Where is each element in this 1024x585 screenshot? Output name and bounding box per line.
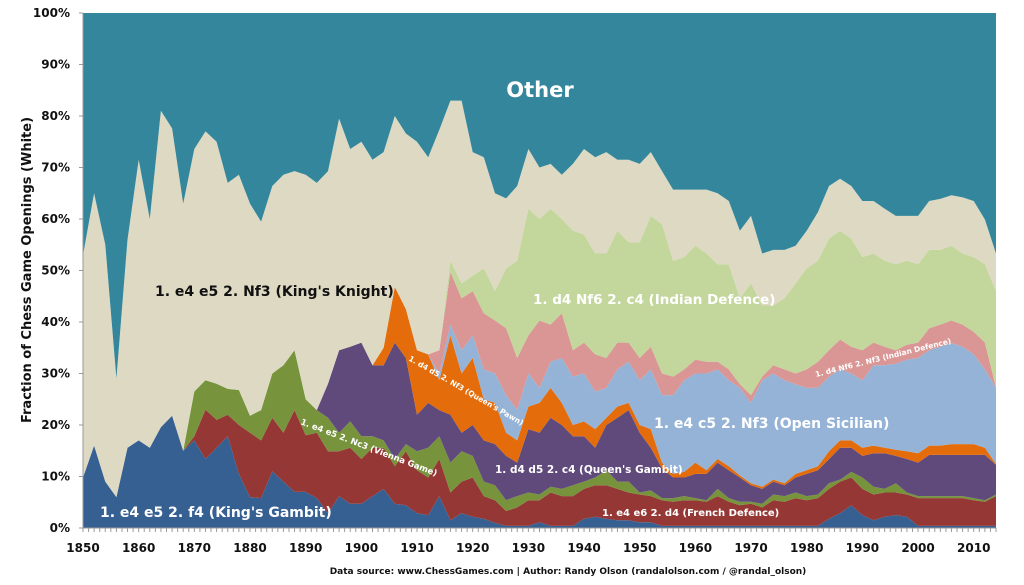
footer-credit: Data source: www.ChessGames.com | Author… <box>330 567 807 577</box>
x-tick-label: 1960 <box>679 541 712 555</box>
y-tick-label: 60% <box>41 212 70 226</box>
area-layers <box>83 13 996 528</box>
x-tick-label: 1910 <box>400 541 433 555</box>
area-1-d4-d5-2-c4-queen-s-gambit <box>83 342 996 504</box>
area-1-e4-e5-2-nf3-king-s-knight <box>83 100 996 498</box>
x-tick-label: 1850 <box>66 541 99 555</box>
x-tick-label: 1990 <box>846 541 879 555</box>
x-tick-label: 1950 <box>623 541 656 555</box>
y-tick-label: 100% <box>33 6 70 20</box>
x-tick-label: 1900 <box>345 541 378 555</box>
area-1-d4-nf6-2-c4-indian-defence <box>83 208 996 498</box>
x-tick-label: 2000 <box>901 541 934 555</box>
label-queens-gambit: 1. d4 d5 2. c4 (Queen's Gambit) <box>495 464 683 476</box>
x-tick-label: 1940 <box>567 541 600 555</box>
label-indian-defence-c4: 1. d4 Nf6 2. c4 (Indian Defence) <box>533 292 775 308</box>
label-kings-knight: 1. e4 e5 2. Nf3 (King's Knight) <box>155 284 394 300</box>
x-tick-label: 1860 <box>122 541 155 555</box>
y-axis-label: Fraction of Chess Game Openings (White) <box>20 117 35 423</box>
y-tick-label: 70% <box>41 161 70 175</box>
axes: 0% 10% 20% 30% 40% 50% 60% 70% 80% 90% 100% 1850 186… <box>33 6 997 555</box>
y-tick-label: 10% <box>41 470 70 484</box>
x-tick-label: 1930 <box>512 541 545 555</box>
label-open-sicilian: 1. e4 c5 2. Nf3 (Open Sicilian) <box>654 416 889 432</box>
y-tick-label: 80% <box>41 109 70 123</box>
x-tick-label: 1920 <box>456 541 489 555</box>
y-tick-label: 40% <box>41 315 70 329</box>
area-1-e4-e5-2-nc3-vienna-game <box>83 350 996 511</box>
label-french-defence: 1. e4 e6 2. d4 (French Defence) <box>602 508 779 519</box>
y-tick-label: 0% <box>50 521 70 535</box>
area-other <box>83 13 996 379</box>
area-1-e4-c5-2-nf3-open-sicilian <box>83 287 996 498</box>
x-tick-label: 1870 <box>178 541 211 555</box>
label-other: Other <box>506 78 574 102</box>
x-tick-label: 1880 <box>233 541 266 555</box>
x-tick-label: 1980 <box>790 541 823 555</box>
area-1-e4-e5-2-f4-king-s-gambit <box>83 415 996 528</box>
area-1-d4-nf6-2-nf3-indian-defence <box>83 272 996 498</box>
label-kings-gambit: 1. e4 e5 2. f4 (King's Gambit) <box>100 505 332 521</box>
area-1-e4-e6-2-d4-french-defence <box>83 409 996 526</box>
y-tick-label: 90% <box>41 58 70 72</box>
y-tick-label: 20% <box>41 418 70 432</box>
y-tick-label: 50% <box>41 264 70 278</box>
x-tick-label: 1890 <box>289 541 322 555</box>
x-tick-label: 2010 <box>957 541 990 555</box>
x-tick-label: 1970 <box>734 541 767 555</box>
y-tick-label: 30% <box>41 367 70 381</box>
